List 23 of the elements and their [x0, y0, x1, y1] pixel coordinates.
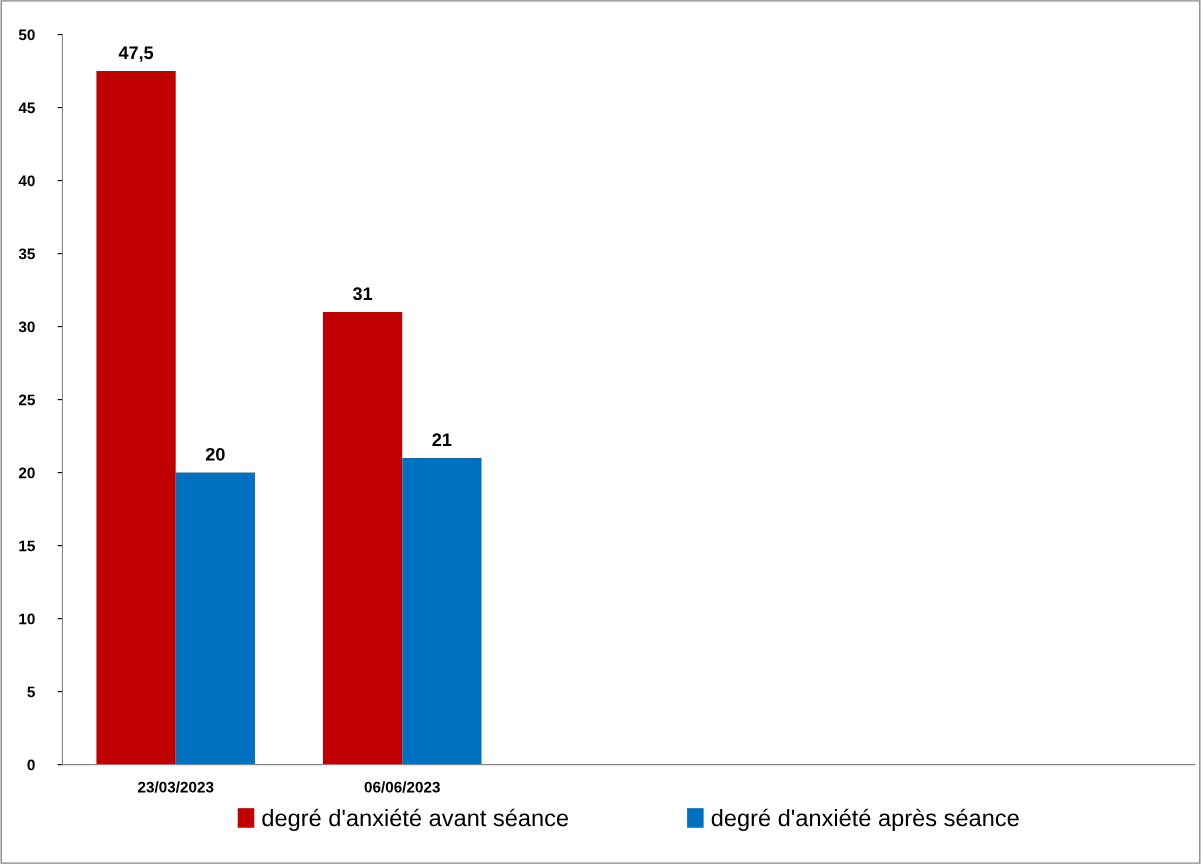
bar — [96, 71, 176, 765]
y-tick-label: 0 — [27, 759, 35, 771]
y-tick-label: 20 — [18, 467, 35, 479]
y-tick-label: 45 — [18, 102, 35, 114]
data-label: 21 — [432, 433, 452, 446]
y-tick-label: 5 — [27, 686, 35, 698]
legend-label: degré d'anxiété avant séance — [262, 808, 569, 831]
data-label: 31 — [352, 287, 373, 301]
bar — [322, 311, 403, 765]
data-label: 20 — [205, 447, 225, 461]
x-tick-label: 23/03/2023 — [138, 781, 214, 793]
y-tick-label: 10 — [19, 613, 35, 625]
bar — [402, 458, 482, 765]
y-tick-label: 35 — [18, 248, 35, 260]
y-tick-label: 50 — [18, 29, 35, 41]
data-label: 47,5 — [118, 46, 154, 62]
y-tick-label: 30 — [18, 321, 35, 333]
y-tick-label: 40 — [18, 175, 35, 187]
legend-label: degré d'anxiété après séance — [711, 808, 1019, 831]
bar — [175, 472, 255, 765]
y-tick-label: 15 — [19, 540, 35, 552]
x-tick-label: 06/06/2023 — [364, 781, 440, 793]
y-tick-label: 25 — [18, 394, 35, 406]
